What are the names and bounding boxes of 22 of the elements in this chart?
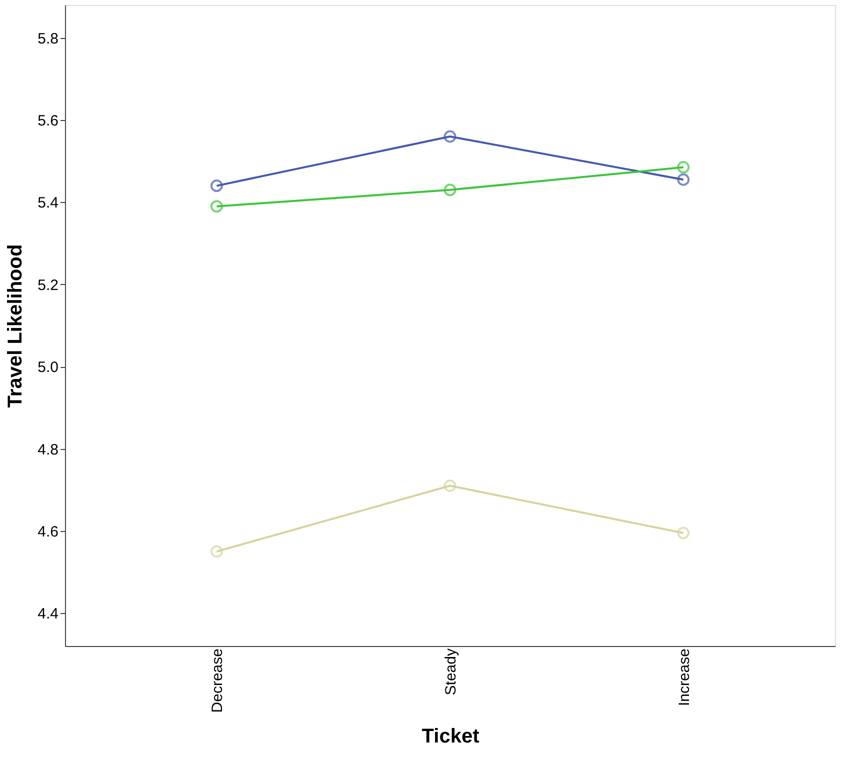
x-tick-label: Decrease — [209, 648, 226, 713]
point — [677, 173, 690, 186]
point — [210, 545, 223, 558]
point — [677, 526, 690, 540]
y-tick-label: 5.6 — [38, 112, 58, 130]
x-axis-title: Ticket — [422, 726, 480, 748]
x-tick-label: Steady — [442, 648, 460, 696]
point — [210, 180, 223, 192]
point — [444, 184, 456, 196]
point — [444, 480, 456, 492]
point — [210, 200, 223, 213]
y-tick-label: 5.8 — [38, 30, 58, 48]
y-tick-label: 4.4 — [38, 606, 58, 623]
y-tick-label: 5.0 — [38, 359, 58, 376]
y-tick-label: 5.4 — [38, 194, 58, 212]
y-tick-label: 4.8 — [38, 441, 58, 458]
y-tick-label: 4.6 — [38, 523, 58, 540]
x-tick-label: Increase — [676, 648, 693, 706]
point — [444, 130, 456, 143]
y-axis-title: Travel Likelihood — [4, 244, 27, 408]
y-tick-label: 5.2 — [38, 276, 58, 294]
point — [677, 161, 690, 174]
